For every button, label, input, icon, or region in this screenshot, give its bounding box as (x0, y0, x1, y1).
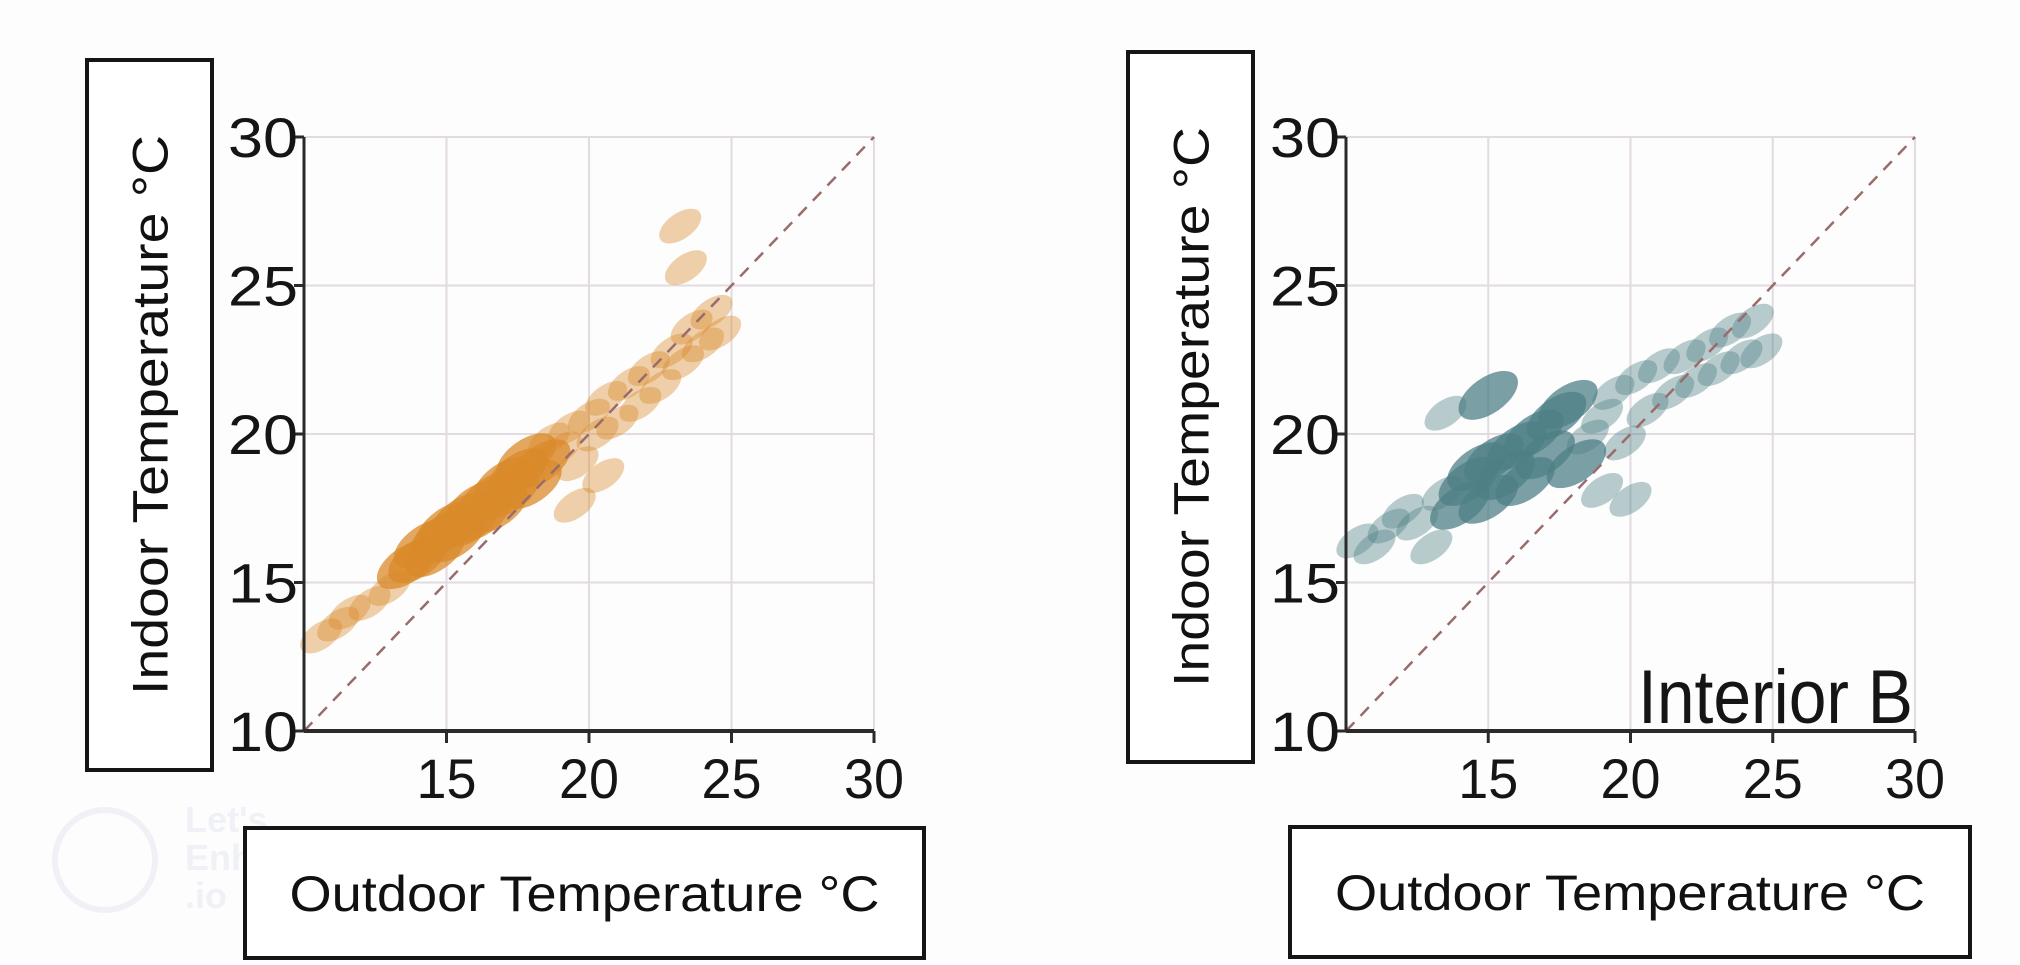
x-tick-label: 30 (844, 747, 904, 810)
y-axis-label: Indoor Temperature °C (123, 135, 179, 695)
data-point (1353, 529, 1396, 565)
data-point (567, 398, 611, 434)
data-point (1546, 439, 1607, 489)
data-point (528, 422, 571, 458)
data-point (1592, 375, 1635, 410)
data-point (1581, 473, 1624, 508)
x-tick-label: 15 (1458, 747, 1518, 810)
y-tick-label: 20 (1270, 403, 1340, 466)
x-axis-label: Outdoor Temperature °C (290, 866, 880, 922)
x-tick-label: 25 (1743, 747, 1803, 810)
data-point (317, 606, 360, 642)
data-point (1652, 375, 1695, 410)
data-point (1615, 360, 1658, 395)
data-point (1458, 370, 1518, 420)
y-tick-label: 20 (228, 403, 298, 466)
data-point (539, 431, 582, 467)
y-tick-label: 30 (1270, 106, 1340, 169)
scatter-series (1336, 303, 1783, 565)
y-axis-label-box (85, 58, 214, 772)
x-tick-label: 20 (1601, 747, 1661, 810)
y-tick-label: 25 (1270, 255, 1340, 318)
data-point (690, 294, 733, 330)
y-tick-label: 15 (1270, 552, 1340, 615)
y-axis-label-box (1126, 50, 1255, 764)
x-axis-label-box (1288, 825, 1972, 959)
data-point (1367, 508, 1410, 544)
x-tick-label: 25 (702, 747, 762, 810)
data-point (582, 458, 625, 493)
data-point (328, 594, 371, 630)
data-point (1396, 505, 1439, 541)
data-point (1637, 348, 1680, 384)
data-point (659, 208, 702, 244)
data-point (548, 410, 591, 446)
y-tick-label: 15 (228, 552, 298, 615)
y-tick-label: 30 (228, 106, 298, 169)
data-point (1424, 395, 1467, 431)
y-axis-label: Indoor Temperature °C (1164, 127, 1220, 687)
x-tick-label: 20 (559, 747, 619, 810)
data-point (670, 309, 713, 345)
data-point (1515, 430, 1575, 480)
data-point (1663, 339, 1706, 375)
data-point (1609, 481, 1652, 517)
data-point (1626, 392, 1669, 428)
data-point (1538, 379, 1598, 429)
watermark-logo-icon (52, 807, 158, 913)
data-point (664, 250, 707, 286)
x-axis-label-box (243, 826, 926, 960)
reference-line (303, 136, 875, 732)
data-point (510, 439, 571, 489)
data-point (585, 380, 628, 416)
watermark-line: .io (185, 875, 227, 916)
data-point (1566, 419, 1609, 455)
data-point (607, 366, 650, 401)
chart-interior-b: 10 15 20 25 30 15 20 25 30 Indoor Temperature °C O… (1126, 50, 1972, 959)
data-point (1410, 529, 1453, 565)
data-point (576, 416, 619, 452)
data-point (1697, 351, 1740, 387)
x-tick-label: 30 (1885, 747, 1945, 810)
x-tick-label: 15 (417, 747, 477, 810)
x-axis-label: Outdoor Temperature °C (1335, 865, 1925, 921)
data-point (619, 386, 662, 422)
data-point (699, 315, 742, 351)
y-tick-label: 25 (228, 255, 298, 318)
data-point (1686, 327, 1729, 363)
data-point (1381, 493, 1424, 529)
data-point (639, 369, 682, 404)
data-point (596, 404, 639, 440)
chart-interior-a: 10 15 20 25 30 15 20 25 30 Indoor Temperature °C O… (85, 58, 926, 960)
y-tick-label: 10 (228, 700, 298, 763)
data-point (662, 345, 705, 381)
data-point (1740, 333, 1783, 369)
reference-line (1345, 136, 1916, 732)
data-point (348, 585, 391, 621)
scatter-series (300, 208, 742, 654)
data-point (681, 327, 725, 363)
data-point (553, 487, 596, 523)
data-point (1720, 339, 1763, 375)
data-point (556, 446, 599, 482)
chart-annotation: Interior B (1638, 655, 1913, 740)
data-point (300, 618, 343, 654)
y-tick-label: 10 (1270, 700, 1340, 763)
data-point (1581, 398, 1624, 434)
data-point (1731, 303, 1774, 339)
data-point (1674, 363, 1717, 398)
